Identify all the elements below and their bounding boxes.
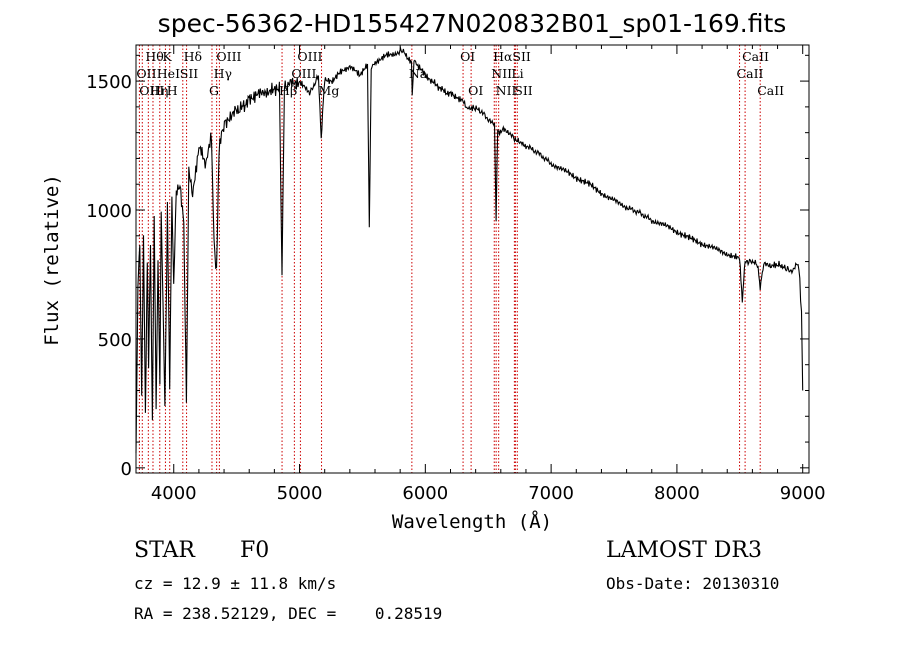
line-label-22: Li <box>511 66 523 81</box>
line-label-1: OII <box>136 66 156 81</box>
y-tick-label-0: 0 <box>121 459 132 480</box>
x-tick-label-0: 4000 <box>151 483 197 504</box>
line-label-20: SII <box>512 49 531 64</box>
survey-name: LAMOST DR3 <box>606 538 762 563</box>
line-label-26: CaII <box>737 66 764 81</box>
line-label-8: H <box>167 83 178 98</box>
y-tick-label-2: 1000 <box>86 201 132 222</box>
line-label-10: Hγ <box>214 66 232 81</box>
x-tick-label-5: 9000 <box>780 483 826 504</box>
axis-ticks: 4000 5000 6000 7000 8000 9000 0 500 1000 1500 <box>86 45 826 504</box>
observation-date: Obs-Date: 20130310 <box>606 574 780 593</box>
coordinates: RA = 238.52129, DEC = 0.28519 <box>134 604 443 623</box>
line-label-9: OIII <box>216 49 241 64</box>
line-label-23: NII <box>496 83 517 98</box>
line-label-18: OI <box>468 83 483 98</box>
line-label-12: OIII <box>297 49 322 64</box>
line-label-3: K <box>162 49 172 64</box>
line-label-14: Hβ <box>279 83 297 98</box>
spectrum-line <box>135 46 804 454</box>
line-label-4: HeI <box>157 66 180 81</box>
line-label-15: Mg <box>319 83 340 98</box>
line-label-19: Hα <box>493 49 513 64</box>
chart-title: spec-56362-HD155427N020832B01_sp01-169.f… <box>158 9 787 38</box>
line-label-6: Hδ <box>184 49 202 64</box>
line-label-7: SII <box>180 66 199 81</box>
x-tick-label-2: 6000 <box>402 483 448 504</box>
line-label-27: CaII <box>757 83 784 98</box>
spectral-subclass: F0 <box>240 538 270 563</box>
x-tick-label-3: 7000 <box>528 483 574 504</box>
y-tick-label-3: 1500 <box>86 72 132 93</box>
spectrum-chart: spec-56362-HD155427N020832B01_sp01-169.f… <box>41 9 826 533</box>
line-label-2: OIII <box>139 83 164 98</box>
line-label-11: G <box>209 83 219 98</box>
object-class: STAR <box>134 538 195 563</box>
line-label-17: OI <box>460 49 475 64</box>
y-tick-label-1: 500 <box>98 330 132 351</box>
spectral-line-markers <box>138 45 761 473</box>
plot-frame <box>135 44 810 474</box>
redshift-value: cz = 12.9 ± 11.8 km/s <box>134 574 337 593</box>
x-axis-label: Wavelength (Å) <box>392 510 552 533</box>
line-label-24: SII <box>514 83 533 98</box>
line-label-21: NII <box>491 66 512 81</box>
line-label-16: Na <box>409 66 428 81</box>
x-tick-label-4: 8000 <box>654 483 700 504</box>
x-tick-label-1: 5000 <box>277 483 323 504</box>
y-axis-label: Flux (relative) <box>41 174 63 346</box>
line-label-13: OIII <box>291 66 316 81</box>
line-label-0: Hθ <box>145 49 163 64</box>
line-label-25: CaII <box>742 49 769 64</box>
line-label-5: Hη <box>150 83 168 98</box>
